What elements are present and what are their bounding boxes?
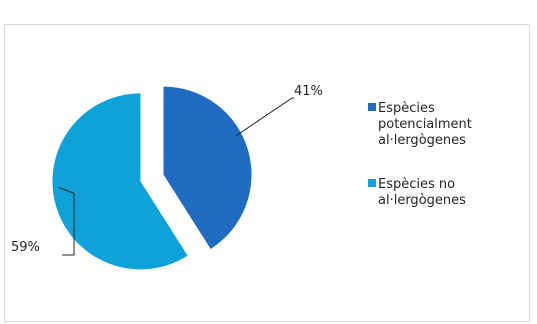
data-labels: 41% 59% [11, 84, 323, 255]
legend-label-1-line-3: al·lergògenes [378, 133, 466, 148]
pie-slice-2 [52, 93, 188, 270]
leader-lines [58, 97, 294, 256]
pie-slices [52, 86, 252, 270]
legend-label-1-line-2: potencialment [378, 117, 472, 132]
data-label-1: 41% [294, 84, 323, 99]
legend-swatch-2 [368, 179, 376, 187]
legend-label-2-line-2: al·lergògenes [378, 193, 466, 208]
legend: Espèciespotencialmental·lergògenesEspèci… [368, 101, 472, 208]
legend-label-2-line-1: Espècies no [378, 177, 455, 192]
legend-swatch-1 [368, 103, 376, 111]
legend-label-1-line-1: Espècies [378, 101, 435, 116]
leader-line-2 [58, 186, 75, 256]
leader-line-1 [235, 97, 294, 137]
pie-slice-1 [163, 86, 252, 249]
data-label-2: 59% [11, 240, 40, 255]
